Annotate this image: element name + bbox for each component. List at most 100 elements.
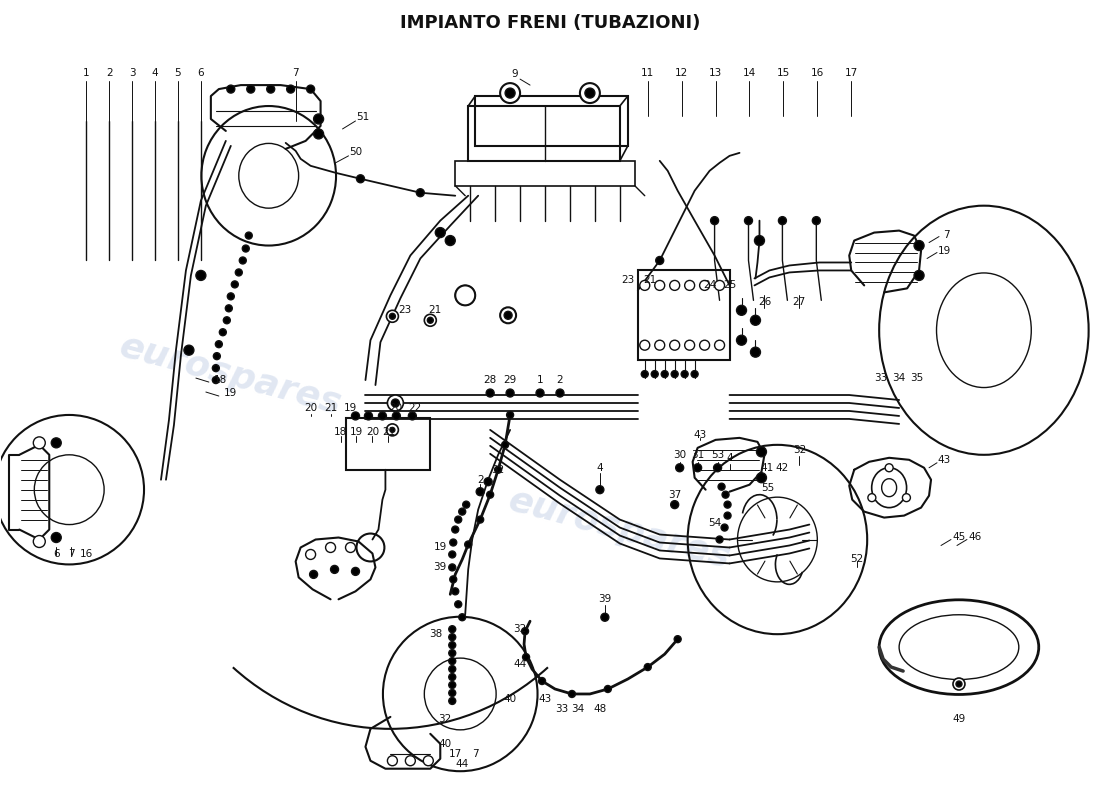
Circle shape <box>902 494 911 502</box>
Text: 21: 21 <box>323 403 338 413</box>
Text: 31: 31 <box>691 450 704 460</box>
Text: 22: 22 <box>409 403 422 413</box>
Circle shape <box>681 370 689 378</box>
Circle shape <box>352 567 360 575</box>
Text: 1: 1 <box>82 68 89 78</box>
Circle shape <box>33 437 45 449</box>
Text: 30: 30 <box>673 450 686 460</box>
Circle shape <box>640 340 650 350</box>
Text: eurospares: eurospares <box>116 329 345 421</box>
Text: 32: 32 <box>514 624 527 634</box>
Circle shape <box>505 88 515 98</box>
Circle shape <box>386 310 398 322</box>
Circle shape <box>228 293 234 300</box>
Circle shape <box>671 370 679 378</box>
Text: 39: 39 <box>598 594 612 604</box>
Text: 19: 19 <box>350 427 363 437</box>
Circle shape <box>506 389 514 397</box>
Circle shape <box>449 634 455 641</box>
Circle shape <box>671 501 679 509</box>
Circle shape <box>424 756 433 766</box>
Circle shape <box>722 524 728 531</box>
Text: 7: 7 <box>943 230 949 239</box>
Text: 3: 3 <box>129 68 135 78</box>
Text: 44: 44 <box>514 659 527 669</box>
Text: 40: 40 <box>439 739 452 749</box>
Circle shape <box>700 281 710 290</box>
Text: 28: 28 <box>484 375 497 385</box>
Text: 2: 2 <box>477 474 484 485</box>
Circle shape <box>246 85 255 93</box>
Circle shape <box>386 424 398 436</box>
Circle shape <box>52 533 62 542</box>
Circle shape <box>459 508 465 515</box>
Text: 4: 4 <box>152 68 158 78</box>
Circle shape <box>326 542 336 553</box>
Circle shape <box>393 412 400 420</box>
Circle shape <box>500 83 520 103</box>
Circle shape <box>711 217 718 225</box>
Text: 34: 34 <box>892 373 905 383</box>
Text: 12: 12 <box>675 68 689 78</box>
Text: 18: 18 <box>214 375 228 385</box>
Circle shape <box>436 228 446 238</box>
Text: 6: 6 <box>198 68 205 78</box>
Circle shape <box>656 257 663 265</box>
Text: 32: 32 <box>439 714 452 724</box>
Circle shape <box>449 551 455 558</box>
Circle shape <box>452 588 459 595</box>
Circle shape <box>596 486 604 494</box>
Circle shape <box>641 370 648 378</box>
Circle shape <box>684 281 694 290</box>
Circle shape <box>504 311 513 319</box>
Text: 14: 14 <box>742 68 756 78</box>
Text: IMPIANTO FRENI (TUBAZIONI): IMPIANTO FRENI (TUBAZIONI) <box>399 14 701 32</box>
Circle shape <box>287 85 295 93</box>
Text: 17: 17 <box>449 749 462 758</box>
Text: 26: 26 <box>758 298 771 307</box>
Circle shape <box>953 678 965 690</box>
Text: 54: 54 <box>708 518 722 527</box>
Text: 16: 16 <box>811 68 824 78</box>
Circle shape <box>522 654 529 661</box>
Circle shape <box>416 189 425 197</box>
Circle shape <box>694 464 702 472</box>
Circle shape <box>454 601 462 608</box>
Text: 7: 7 <box>68 550 75 559</box>
Circle shape <box>536 389 544 397</box>
Text: 23: 23 <box>621 275 635 286</box>
Circle shape <box>651 370 658 378</box>
Circle shape <box>450 539 456 546</box>
Text: 19: 19 <box>344 403 358 413</box>
Circle shape <box>684 340 694 350</box>
Circle shape <box>745 217 752 225</box>
Text: 46: 46 <box>968 531 981 542</box>
Circle shape <box>604 686 612 693</box>
Circle shape <box>427 318 433 323</box>
Text: 21: 21 <box>382 427 395 437</box>
Text: 51: 51 <box>355 112 370 122</box>
Circle shape <box>724 501 732 508</box>
Text: 2: 2 <box>557 375 563 385</box>
Circle shape <box>449 642 455 649</box>
Circle shape <box>750 315 760 326</box>
Circle shape <box>737 306 747 315</box>
Circle shape <box>670 281 680 290</box>
Circle shape <box>449 682 455 689</box>
Circle shape <box>585 88 595 98</box>
Text: 41: 41 <box>761 462 774 473</box>
Text: 23: 23 <box>398 306 412 315</box>
Text: 37: 37 <box>668 490 681 500</box>
Circle shape <box>455 286 475 306</box>
Circle shape <box>449 626 455 633</box>
Circle shape <box>408 412 416 420</box>
Circle shape <box>212 365 219 371</box>
Circle shape <box>500 307 516 323</box>
Circle shape <box>449 698 455 705</box>
Circle shape <box>868 494 876 502</box>
Circle shape <box>307 85 315 93</box>
Text: 17: 17 <box>845 68 858 78</box>
Text: 20: 20 <box>304 403 317 413</box>
Circle shape <box>184 345 194 355</box>
Circle shape <box>502 442 508 448</box>
